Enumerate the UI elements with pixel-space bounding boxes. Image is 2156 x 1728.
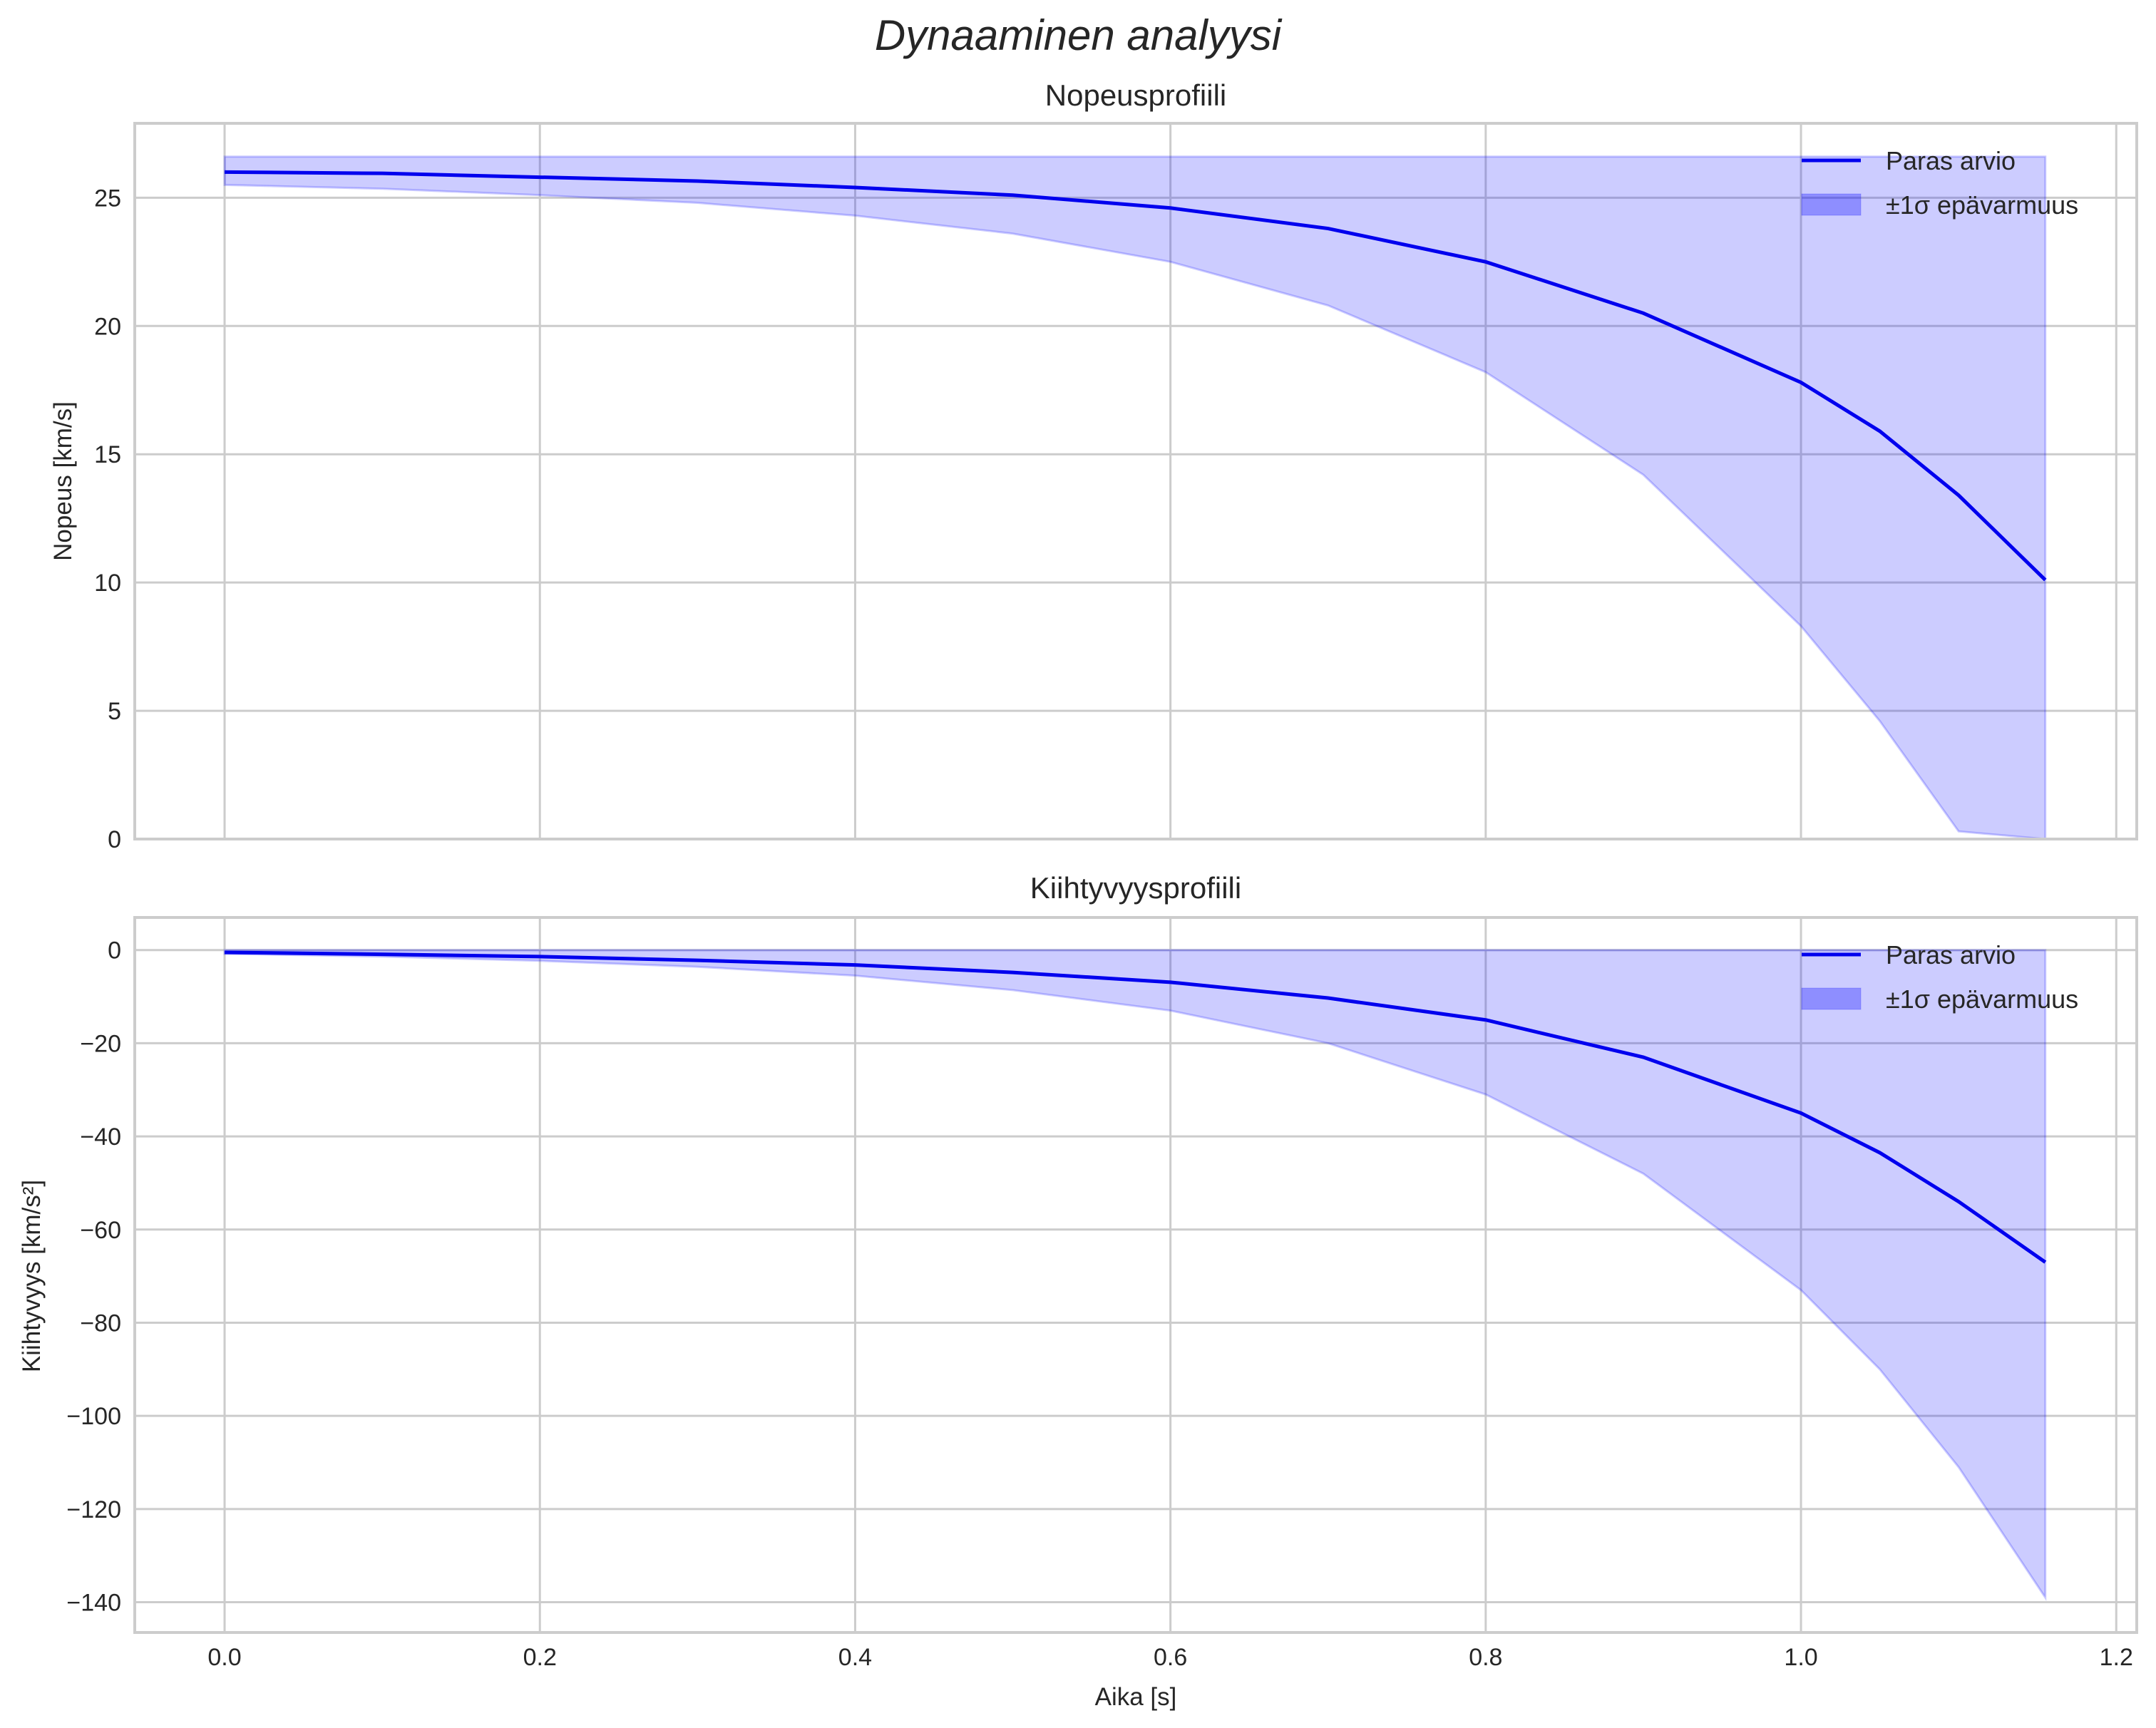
velocity-y-ticks: 0 5 10 15 20 25 — [94, 185, 121, 853]
x-tick-label: 0.6 — [1154, 1644, 1187, 1671]
y-tick-label: 5 — [108, 698, 121, 725]
y-tick-label: −60 — [80, 1217, 121, 1244]
velocity-grid — [135, 123, 2137, 840]
x-tick-label: 0.0 — [207, 1644, 241, 1671]
acceleration-grid — [135, 917, 2137, 1632]
x-tick-label: 1.0 — [1784, 1644, 1817, 1671]
legend-band-label: ±1σ epävarmuus — [1886, 190, 2078, 220]
y-tick-label: −100 — [66, 1403, 121, 1430]
x-tick-label: 1.2 — [2100, 1644, 2133, 1671]
acceleration-axes-frame — [133, 916, 2138, 1634]
x-tick-label: 0.8 — [1469, 1644, 1502, 1671]
y-tick-label: −80 — [80, 1310, 121, 1337]
x-ticks: 0.0 0.2 0.4 0.6 0.8 1.0 1.2 — [207, 1644, 2132, 1671]
velocity-axes-frame — [133, 122, 2138, 840]
acceleration-legend: Paras arvio ±1σ epävarmuus — [1801, 940, 2078, 1014]
figure-suptitle: Dynaaminen analyysi — [875, 11, 1283, 59]
y-tick-label: −120 — [66, 1496, 121, 1523]
y-tick-label: −20 — [80, 1030, 121, 1057]
acceleration-y-label: Kiihtyvyys [km/s²] — [18, 1180, 46, 1372]
acceleration-panel: Kiihtyvyysprofiili 0 −20 −40 −60 −80 −100 −120… — [18, 871, 2138, 1634]
y-tick-label: 20 — [94, 313, 121, 340]
legend-band-swatch — [1801, 193, 1862, 216]
x-tick-label: 0.2 — [523, 1644, 557, 1671]
legend-band-label: ±1σ epävarmuus — [1886, 984, 2078, 1014]
legend-line-label: Paras arvio — [1886, 940, 2016, 970]
y-tick-label: 10 — [94, 570, 121, 597]
acceleration-panel-title: Kiihtyvyysprofiili — [1030, 871, 1241, 905]
velocity-y-label: Nopeus [km/s] — [49, 401, 77, 561]
x-tick-label: 0.4 — [838, 1644, 872, 1671]
legend-line-label: Paras arvio — [1886, 146, 2016, 175]
y-tick-label: 0 — [108, 826, 121, 853]
velocity-legend: Paras arvio ±1σ epävarmuus — [1801, 146, 2078, 220]
velocity-best-estimate-line — [225, 170, 2047, 582]
legend-band-swatch — [1801, 987, 1862, 1010]
velocity-panel-title: Nopeusprofiili — [1045, 78, 1226, 112]
y-tick-label: 15 — [94, 441, 121, 468]
y-tick-label: 25 — [94, 185, 121, 212]
y-tick-label: 0 — [108, 937, 121, 965]
y-tick-label: −140 — [66, 1590, 121, 1617]
y-tick-label: −40 — [80, 1123, 121, 1151]
velocity-uncertainty-band — [223, 155, 2047, 840]
acceleration-y-ticks: 0 −20 −40 −60 −80 −100 −120 −140 — [66, 937, 121, 1617]
acceleration-uncertainty-band — [223, 949, 2047, 1601]
acceleration-best-estimate-line — [224, 950, 2047, 1264]
x-axis-label: Aika [s] — [1095, 1683, 1177, 1711]
